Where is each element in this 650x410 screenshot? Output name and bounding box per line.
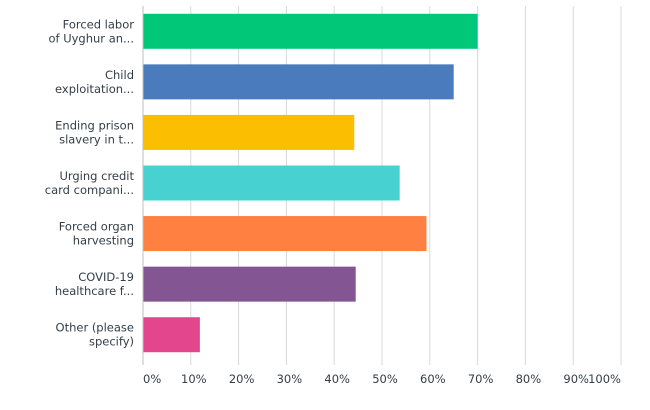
bar	[143, 317, 200, 353]
tick-label: 20%	[229, 372, 255, 386]
tick-label: 40%	[324, 372, 350, 386]
bar	[143, 165, 400, 201]
tick-label: 50%	[372, 372, 398, 386]
category-label: Ending prison	[55, 118, 134, 132]
category-label: card compani...	[45, 183, 134, 197]
category-label: harvesting	[73, 234, 134, 248]
tick-label: 0%	[143, 372, 161, 386]
category-label: Forced organ	[59, 220, 134, 234]
bars	[143, 13, 478, 353]
category-label: of Uyghur an...	[48, 31, 134, 45]
bar	[143, 64, 454, 100]
category-label: specify)	[89, 335, 134, 349]
tick-label: 60%	[420, 372, 446, 386]
tick-label: 70%	[468, 372, 494, 386]
category-label: exploitation...	[55, 82, 134, 96]
category-label: Other (please	[56, 321, 134, 335]
tick-labels: 0% 10% 20% 30% 40% 50% 60% 70% 80% 90% 100%	[143, 372, 621, 386]
category-label: Forced labor	[63, 17, 135, 31]
tick-label: 100%	[588, 372, 621, 386]
category-label: healthcare f...	[55, 284, 134, 298]
tick-label: 90%	[563, 372, 589, 386]
tick-label: 30%	[277, 372, 303, 386]
bar	[143, 216, 427, 252]
bar	[143, 114, 355, 150]
category-label: Child	[105, 68, 134, 82]
tick-label: 80%	[516, 372, 542, 386]
category-label: Urging credit	[59, 169, 134, 183]
bar	[143, 266, 356, 302]
tick-label: 10%	[181, 372, 207, 386]
bar	[143, 13, 478, 49]
category-label: slavery in t...	[59, 132, 134, 146]
category-label: COVID-19	[78, 270, 134, 284]
